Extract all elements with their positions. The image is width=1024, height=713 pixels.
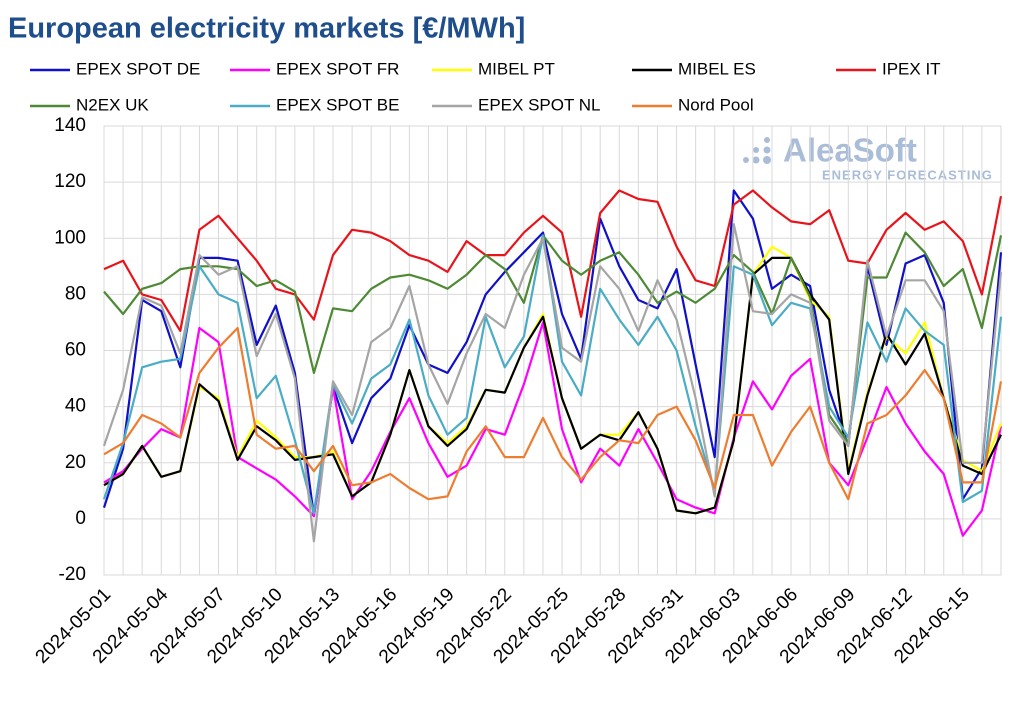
legend-label: N2EX UK [76, 95, 149, 114]
plot-border [103, 125, 1002, 576]
series-line [102, 223, 1003, 543]
legend-label: Nord Pool [678, 95, 754, 114]
watermark-sub: ENERGY FORECASTING [822, 167, 993, 182]
watermark: AleaSoft [783, 132, 917, 169]
series-line [103, 321, 1003, 537]
legend-label: MIBEL ES [678, 59, 756, 78]
y-tick-label: 120 [54, 171, 86, 192]
series-line [103, 326, 1003, 501]
y-tick-label: -20 [59, 564, 86, 585]
y-tick-label: 80 [65, 283, 86, 304]
y-tick-label: 100 [54, 227, 86, 248]
watermark-dots [743, 137, 771, 164]
y-tick-label: 60 [65, 340, 86, 361]
y-tick-label: 40 [65, 396, 86, 417]
y-tick-label: 140 [54, 115, 86, 136]
y-tick-label: 0 [75, 508, 86, 529]
legend-label: MIBEL PT [478, 59, 555, 78]
legend-label: IPEX IT [882, 59, 941, 78]
legend-label: EPEX SPOT DE [76, 59, 200, 78]
series-line [103, 189, 1003, 332]
y-tick-label: 20 [65, 452, 86, 473]
series-line [103, 256, 1002, 515]
legend-label: EPEX SPOT NL [478, 95, 601, 114]
legend-label: EPEX SPOT FR [276, 59, 399, 78]
chart-title: European electricity markets [€/MWh] [8, 13, 525, 45]
legend-label: EPEX SPOT BE [276, 95, 399, 114]
